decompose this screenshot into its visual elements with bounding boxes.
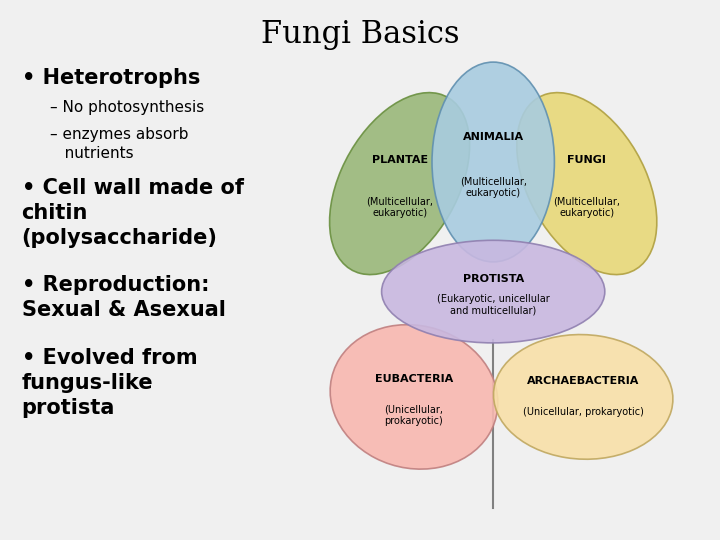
Text: PROTISTA: PROTISTA — [462, 274, 524, 284]
Text: – enzymes absorb
   nutrients: – enzymes absorb nutrients — [50, 127, 189, 160]
Text: (Multicellular,
eukaryotic): (Multicellular, eukaryotic) — [366, 197, 433, 218]
Ellipse shape — [330, 325, 498, 469]
Text: ANIMALIA: ANIMALIA — [463, 132, 523, 142]
Text: ARCHAEBACTERIA: ARCHAEBACTERIA — [527, 376, 639, 387]
Ellipse shape — [432, 62, 554, 262]
Text: • Cell wall made of
chitin
(polysaccharide): • Cell wall made of chitin (polysacchari… — [22, 178, 243, 248]
Text: Fungi Basics: Fungi Basics — [261, 19, 459, 50]
Ellipse shape — [493, 335, 673, 459]
Text: (Unicellular, prokaryotic): (Unicellular, prokaryotic) — [523, 407, 644, 417]
Text: • Heterotrophs: • Heterotrophs — [22, 68, 200, 87]
Ellipse shape — [330, 93, 469, 274]
Text: • Reproduction:
Sexual & Asexual: • Reproduction: Sexual & Asexual — [22, 275, 225, 320]
Text: (Multicellular,
eukaryotic): (Multicellular, eukaryotic) — [459, 176, 527, 198]
Text: FUNGI: FUNGI — [567, 155, 606, 165]
Ellipse shape — [382, 240, 605, 343]
Ellipse shape — [517, 93, 657, 274]
Text: • Evolved from
fungus-like
protista: • Evolved from fungus-like protista — [22, 348, 197, 418]
Text: (Unicellular,
prokaryotic): (Unicellular, prokaryotic) — [384, 404, 444, 426]
Text: PLANTAE: PLANTAE — [372, 155, 428, 165]
Text: (Eukaryotic, unicellular
and multicellular): (Eukaryotic, unicellular and multicellul… — [437, 294, 549, 315]
Text: – No photosynthesis: – No photosynthesis — [50, 100, 204, 115]
Text: (Multicellular,
eukaryotic): (Multicellular, eukaryotic) — [553, 197, 621, 218]
Text: EUBACTERIA: EUBACTERIA — [375, 374, 453, 384]
